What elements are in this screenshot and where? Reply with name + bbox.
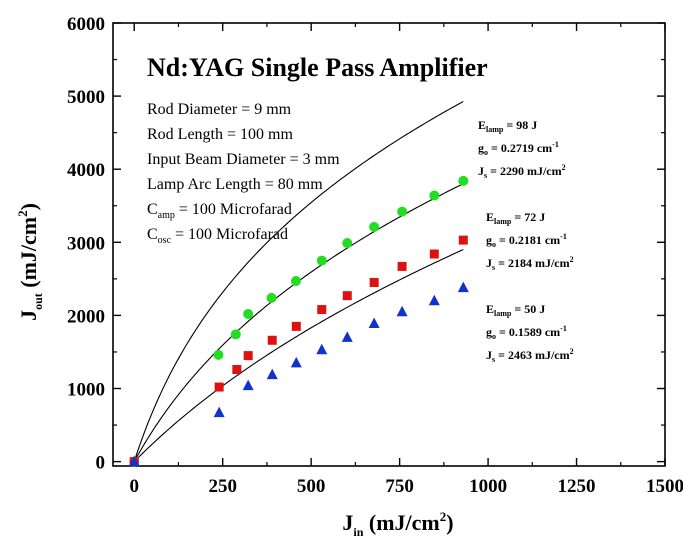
fit-label-98j-energy: Elamp = 98 J [478, 118, 537, 134]
marker-triangle [128, 455, 140, 467]
marker-triangle [341, 331, 353, 342]
marker-square [214, 382, 224, 392]
spec-c-amp: Camp = 100 Microfarad [147, 201, 292, 221]
y-tick-label: 0 [96, 453, 106, 474]
x-axis-label: Jin (mJ/cm2) [342, 509, 453, 539]
spec-rod-diameter: Rod Diameter = 9 mm [147, 101, 292, 118]
x-tick-label: 750 [385, 476, 414, 497]
marker-square [369, 278, 379, 288]
x-tick-label: 0 [129, 476, 139, 497]
fit-label-98j: Elamp = 98 J go = 0.2719 cm-1 Js = 2290 … [478, 118, 566, 180]
marker-circle [213, 349, 224, 360]
marker-triangle [457, 281, 469, 293]
fit-label-50j: Elamp = 50 J go = 0.1589 cm-1 Js = 2463 … [486, 302, 574, 364]
fit-label-98j-gain: go = 0.2719 cm-1 [478, 140, 559, 157]
chart-title: Nd:YAG Single Pass Amplifier [147, 53, 488, 82]
x-tick-label: 500 [297, 476, 326, 497]
fit-label-50j-saturation: Js = 2463 mJ/cm2 [486, 347, 574, 364]
marker-triangle [242, 379, 254, 391]
y-tick-label: 1000 [67, 380, 105, 401]
marker-triangle [266, 368, 278, 380]
spec-c-osc: Cosc = 100 Microfarad [147, 226, 288, 246]
marker-circle [243, 308, 254, 319]
fit-label-72j-gain: go = 0.2181 cm-1 [486, 232, 567, 249]
marker-square [458, 235, 468, 245]
y-axis-label: Jout (mJ/cm2) [15, 203, 45, 321]
data-markers [128, 175, 469, 467]
marker-triangle [368, 317, 380, 328]
fit-curve-0 [133, 100, 464, 462]
marker-square [342, 291, 352, 301]
marker-square [317, 305, 327, 315]
marker-circle [342, 238, 353, 249]
fit-curve-2 [133, 249, 464, 462]
plot-frame [112, 22, 666, 467]
marker-triangle [396, 305, 408, 317]
y-tick-label: 4000 [67, 160, 105, 181]
fit-label-50j-gain: go = 0.1589 cm-1 [486, 324, 567, 341]
marker-circle [230, 329, 241, 340]
marker-circle [397, 206, 408, 217]
y-tick-label: 2000 [67, 306, 105, 327]
marker-square [243, 351, 253, 361]
spec-block: Rod Diameter = 9 mm Rod Length = 100 mm … [147, 101, 340, 246]
marker-square [291, 321, 301, 331]
marker-triangle [290, 356, 302, 368]
y-tick-label: 3000 [67, 233, 105, 254]
x-tick-label: 1500 [646, 476, 683, 497]
axis-ticks: 0 250 500 750 1000 1250 1500 0 1000 2000 3000 4000 5… [67, 14, 683, 497]
marker-square [429, 249, 439, 259]
fit-label-72j-energy: Elamp = 72 J [486, 210, 545, 226]
marker-circle [316, 255, 327, 266]
marker-square [232, 365, 242, 375]
marker-triangle [428, 294, 440, 306]
marker-circle [290, 276, 301, 287]
x-tick-label: 1000 [469, 476, 507, 497]
marker-triangle [316, 343, 328, 355]
marker-circle [369, 221, 380, 232]
marker-square [267, 335, 277, 345]
spec-arc-length: Lamp Arc Length = 80 mm [147, 176, 323, 193]
marker-triangle [213, 406, 225, 418]
fit-label-50j-energy: Elamp = 50 J [486, 302, 545, 318]
y-tick-label: 6000 [67, 14, 105, 35]
marker-circle [266, 292, 277, 303]
fit-label-72j-saturation: Js = 2184 mJ/cm2 [486, 255, 574, 272]
spec-beam-diameter: Input Beam Diameter = 3 mm [147, 151, 340, 168]
y-tick-label: 5000 [67, 87, 105, 108]
fit-label-98j-saturation: Js = 2290 mJ/cm2 [478, 163, 566, 180]
marker-square [397, 261, 407, 271]
spec-rod-length: Rod Length = 100 mm [147, 126, 293, 143]
x-tick-label: 250 [208, 476, 237, 497]
fit-label-72j: Elamp = 72 J go = 0.2181 cm-1 Js = 2184 … [486, 210, 574, 272]
x-tick-label: 1250 [558, 476, 596, 497]
marker-circle [458, 175, 469, 186]
marker-circle [429, 190, 440, 201]
